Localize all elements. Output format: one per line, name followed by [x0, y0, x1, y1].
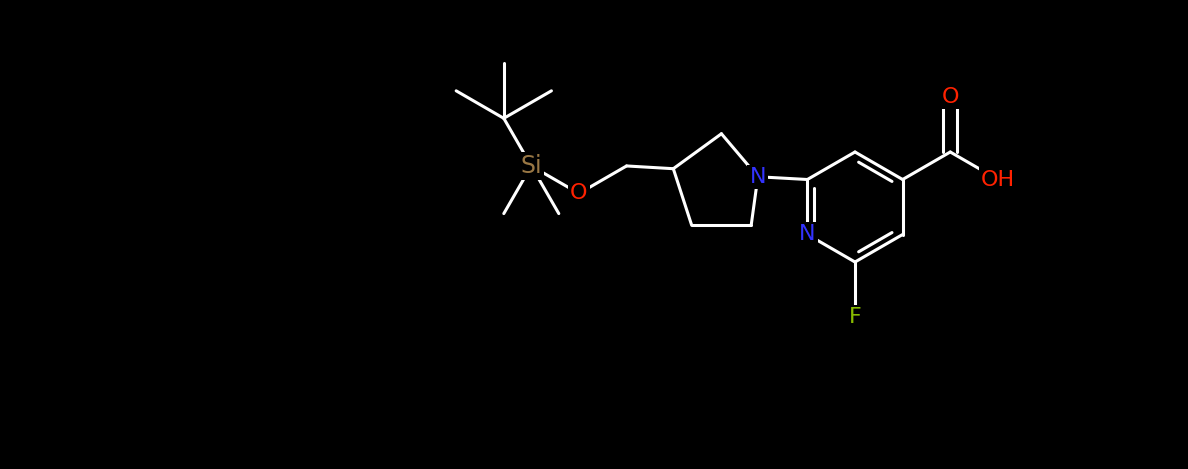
Text: O: O [942, 87, 959, 107]
Text: N: N [750, 167, 766, 187]
Text: O: O [570, 183, 588, 204]
Text: Si: Si [520, 154, 542, 178]
Text: F: F [848, 307, 861, 327]
Text: N: N [800, 225, 816, 244]
Text: OH: OH [981, 169, 1015, 189]
